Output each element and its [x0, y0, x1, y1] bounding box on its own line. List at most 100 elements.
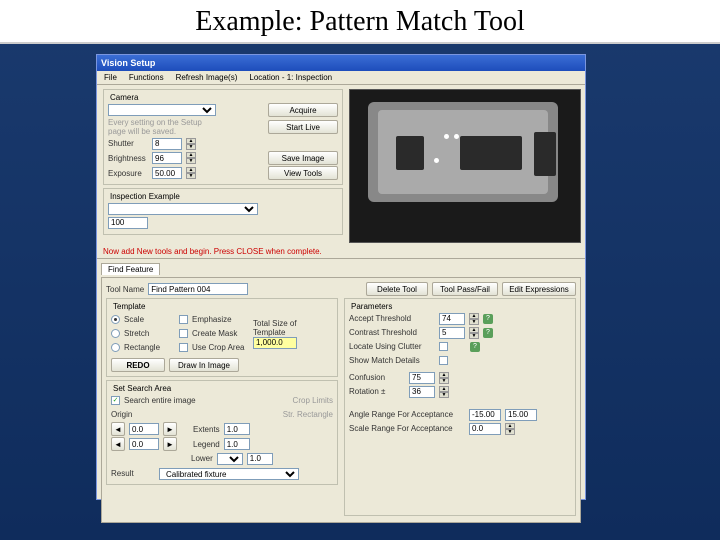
startlive-button[interactable]: Start Live	[268, 120, 338, 134]
entire-label: Search entire image	[124, 396, 196, 405]
exposure-spin[interactable]: ▲▼	[186, 167, 196, 179]
brightness-label: Brightness	[108, 154, 148, 163]
emphasize-check[interactable]	[179, 315, 188, 324]
inspection-fieldset: Inspection Example	[103, 188, 343, 235]
accept-spin[interactable]: ▲▼	[469, 313, 479, 325]
crop-sub: Crop Limits	[293, 396, 333, 405]
inspection-legend: Inspection Example	[108, 192, 182, 201]
clutter-help-icon[interactable]: ?	[470, 342, 480, 352]
toolname-input[interactable]	[148, 283, 248, 295]
x-input[interactable]	[129, 423, 159, 435]
find-feature-tab[interactable]: Find Feature	[101, 263, 160, 275]
accept-help-icon[interactable]: ?	[483, 314, 493, 324]
scale-spin[interactable]: ▲▼	[505, 423, 515, 435]
acquire-button[interactable]: Acquire	[268, 103, 338, 117]
usecrop-label: Use Crop Area	[192, 343, 244, 352]
inspection-val[interactable]	[108, 217, 148, 229]
ext-x[interactable]	[224, 423, 250, 435]
confusion-input[interactable]	[409, 372, 435, 384]
delete-tool-button[interactable]: Delete Tool	[366, 282, 428, 296]
createmask-check[interactable]	[179, 329, 188, 338]
params-legend: Parameters	[349, 302, 394, 311]
scalerange-label: Scale Range For Acceptance	[349, 424, 465, 433]
editexpr-button[interactable]: Edit Expressions	[502, 282, 576, 296]
rectangle-radio[interactable]	[111, 343, 120, 352]
stretch-label: Stretch	[124, 329, 149, 338]
clutter-label: Locate Using Clutter	[349, 342, 435, 351]
exposure-input[interactable]	[152, 167, 182, 179]
strrect-sub: Str. Rectangle	[283, 410, 333, 419]
contrast-input[interactable]	[439, 327, 465, 339]
saveimage-button[interactable]: Save Image	[268, 151, 338, 165]
slide-title: Example: Pattern Match Tool	[0, 0, 720, 44]
legend2-label: Legend	[193, 440, 220, 449]
legend2-input[interactable]	[224, 438, 250, 450]
x-inc[interactable]: ►	[163, 422, 177, 436]
camera-select[interactable]	[108, 104, 216, 116]
contrast-label: Contrast Threshold	[349, 328, 435, 337]
show-label: Show Match Details	[349, 356, 435, 365]
extent-label: Extents	[193, 425, 220, 434]
scale-radio[interactable]	[111, 315, 120, 324]
contrast-spin[interactable]: ▲▼	[469, 327, 479, 339]
camera-note2: page will be saved.	[108, 127, 216, 136]
origin-label: Origin	[111, 410, 167, 419]
brightness-spin[interactable]: ▲▼	[186, 152, 196, 164]
window-title: Vision Setup	[101, 58, 155, 68]
ang-hi[interactable]	[505, 409, 537, 421]
params-fieldset: Parameters Accept Threshold ▲▼ ? Contras…	[344, 298, 576, 516]
passfail-button[interactable]: Tool Pass/Fail	[432, 282, 498, 296]
lower-val[interactable]	[247, 453, 273, 465]
show-check[interactable]	[439, 356, 448, 365]
total-label2: Template	[253, 328, 315, 337]
redo-button[interactable]: REDO	[111, 358, 165, 372]
menu-file[interactable]: File	[99, 72, 122, 83]
scale-label: Scale	[124, 315, 144, 324]
x-dec[interactable]: ◄	[111, 422, 125, 436]
confusion-spin[interactable]: ▲▼	[439, 372, 449, 384]
result-select[interactable]: Calibrated fixture	[159, 468, 299, 480]
menu-reload[interactable]: Refresh Image(s)	[171, 72, 243, 83]
ang-lo[interactable]	[469, 409, 501, 421]
rotation-label: Rotation ±	[349, 387, 405, 396]
usecrop-check[interactable]	[179, 343, 188, 352]
viewtools-button[interactable]: View Tools	[268, 166, 338, 180]
y-inc[interactable]: ►	[163, 437, 177, 451]
rotation-input[interactable]	[409, 386, 435, 398]
image-preview	[349, 89, 581, 243]
brightness-input[interactable]	[152, 152, 182, 164]
contrast-help-icon[interactable]: ?	[483, 328, 493, 338]
clutter-check[interactable]	[439, 342, 448, 351]
camera-fieldset: Camera Acquire Every setting on the Setu…	[103, 89, 343, 185]
camera-note1: Every setting on the Setup	[108, 118, 216, 127]
template-fieldset: Template Scale Stretch Rectangle Emphasi…	[106, 298, 338, 377]
titlebar: Vision Setup	[97, 55, 585, 71]
menu-location[interactable]: Location - 1: Inspection	[244, 72, 337, 83]
total-label: Total Size of	[253, 319, 315, 328]
accept-label: Accept Threshold	[349, 314, 435, 323]
createmask-label: Create Mask	[192, 329, 237, 338]
y-input[interactable]	[129, 438, 159, 450]
drawinimage-button[interactable]: Draw In Image	[169, 358, 239, 372]
shutter-input[interactable]	[152, 138, 182, 150]
y-dec[interactable]: ◄	[111, 437, 125, 451]
app-window: Vision Setup File Functions Refresh Imag…	[96, 54, 586, 500]
scale-val[interactable]	[469, 423, 501, 435]
rectangle-label: Rectangle	[124, 343, 160, 352]
stretch-radio[interactable]	[111, 329, 120, 338]
inspection-select[interactable]	[108, 203, 258, 215]
camera-legend: Camera	[108, 93, 140, 102]
total-input[interactable]	[253, 337, 297, 349]
search-fieldset: Set Search Area Search entire image Crop…	[106, 380, 338, 485]
accept-input[interactable]	[439, 313, 465, 325]
part-silhouette	[368, 102, 558, 202]
search-legend: Set Search Area	[111, 384, 173, 393]
result-label: Result	[111, 469, 155, 478]
status-text: Now add New tools and begin. Press CLOSE…	[97, 245, 585, 258]
lower-label: Lower	[191, 454, 213, 463]
shutter-spin[interactable]: ▲▼	[186, 138, 196, 150]
entire-check[interactable]	[111, 396, 120, 405]
rotation-spin[interactable]: ▲▼	[439, 386, 449, 398]
menu-functions[interactable]: Functions	[124, 72, 169, 83]
lower-input[interactable]	[217, 453, 243, 465]
